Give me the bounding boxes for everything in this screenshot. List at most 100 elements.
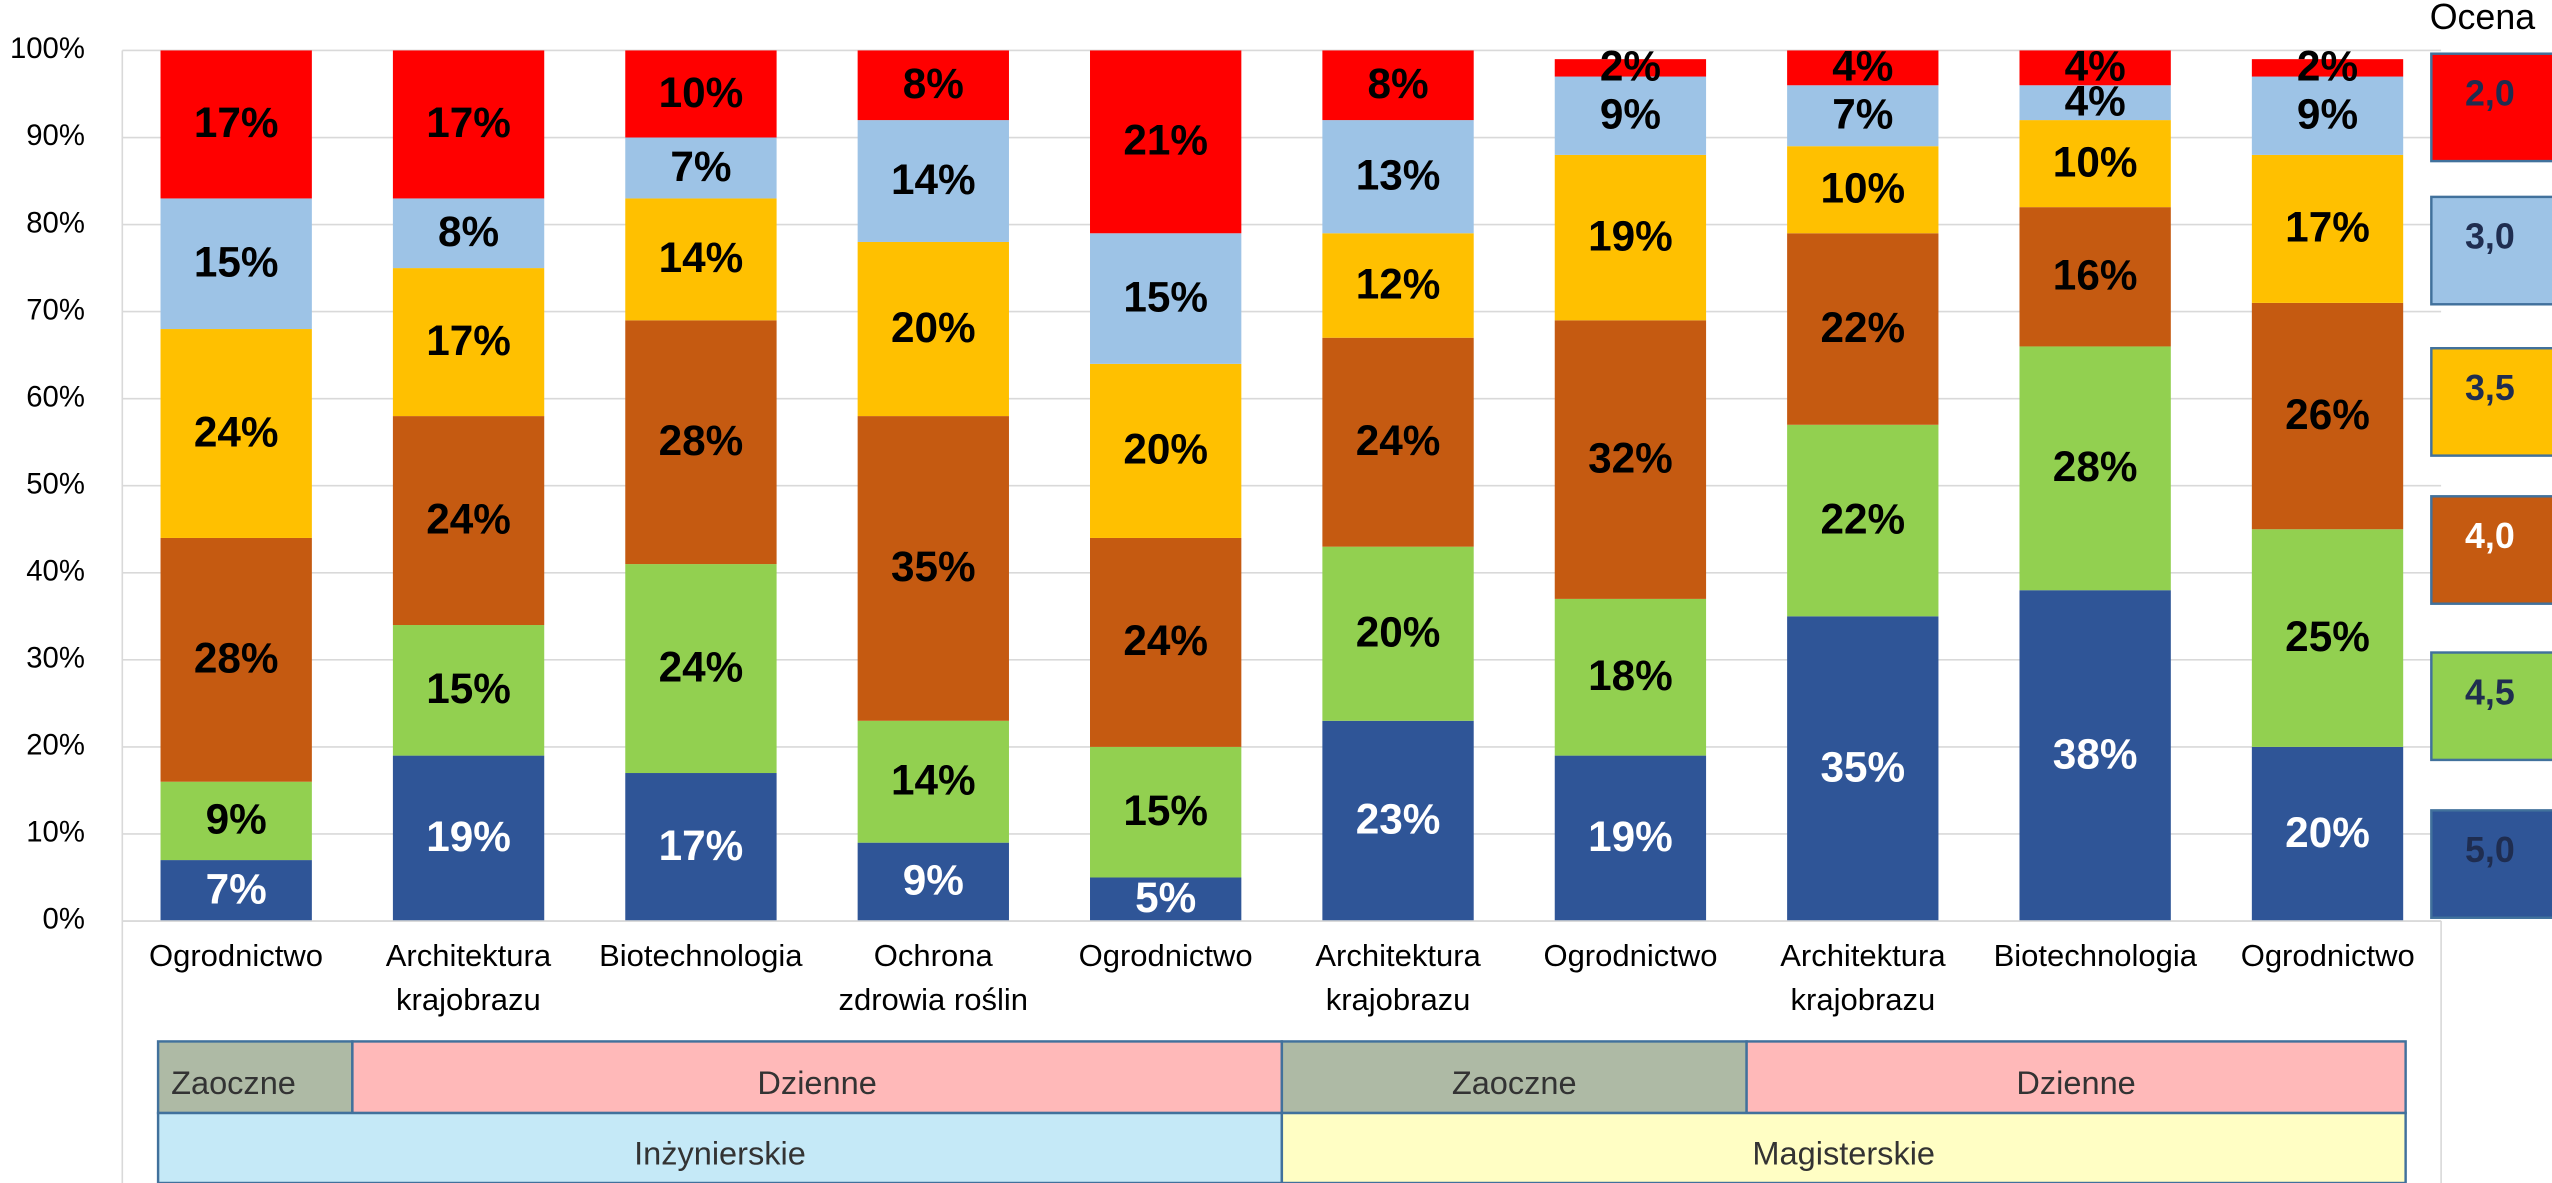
data-label: 10% [1820, 165, 1905, 212]
bar-segment [857, 241, 1009, 417]
x-tick-label: Ogrodnictwo [1078, 938, 1253, 974]
bar-segment [2019, 346, 2171, 591]
data-label: 17% [426, 317, 511, 364]
bar-segment [1322, 233, 1474, 338]
bar-segment [857, 416, 1009, 721]
data-label: 24% [1123, 617, 1208, 664]
data-label: 15% [426, 665, 511, 712]
data-label: 38% [2053, 730, 2138, 777]
bar-segment [1787, 424, 1939, 617]
data-label: 4% [2065, 77, 2126, 124]
data-label: 32% [1588, 434, 1673, 481]
legend-title: Ocena [2430, 0, 2536, 37]
bar-segment [2251, 59, 2404, 77]
bar-segment [160, 50, 312, 199]
bar-segment [1090, 877, 1242, 922]
x-tick-label: Ogrodnictwo [1543, 938, 1718, 974]
group-cell [1280, 1111, 2407, 1183]
bar-segment [1554, 598, 1707, 756]
legend-label: 5,0 [2465, 830, 2515, 870]
data-label: 28% [659, 417, 744, 464]
bar-segment [857, 842, 1009, 922]
bar-segment [2251, 302, 2404, 530]
data-label: 20% [891, 304, 976, 351]
data-label: 9% [206, 796, 267, 843]
bar-segment [625, 50, 777, 138]
bar-segment [2251, 154, 2404, 303]
bar-segment [625, 564, 777, 774]
bar-segment [392, 50, 545, 199]
legend-label: 2,0 [2465, 73, 2515, 113]
y-tick-label: 50% [26, 467, 85, 500]
bar-segment [625, 198, 777, 321]
data-label: 35% [1820, 743, 1905, 790]
data-label: 25% [2285, 613, 2370, 660]
data-label: 17% [194, 99, 279, 146]
bar-segment [1090, 746, 1242, 878]
y-tick-label: 10% [26, 816, 85, 849]
legend-label: 3,5 [2465, 368, 2515, 408]
bar-segment [1322, 720, 1474, 922]
data-label: 7% [670, 143, 731, 190]
bar-segment [1322, 546, 1474, 721]
data-label: 14% [891, 156, 976, 203]
bar-segment [1090, 50, 1242, 234]
data-label: 24% [1356, 417, 1441, 464]
legend-swatch [2430, 52, 2552, 163]
bar-segment [625, 137, 777, 199]
y-tick-label: 0% [43, 903, 85, 936]
data-label: 22% [1820, 304, 1905, 351]
data-label: 17% [2285, 204, 2370, 251]
y-tick-label: 70% [26, 293, 85, 326]
bar-segment [625, 320, 777, 565]
group-cell [156, 1040, 354, 1115]
bar-segment [1554, 59, 1707, 77]
bar-segment [857, 50, 1009, 121]
data-label: 15% [194, 239, 279, 286]
y-tick-label: 60% [26, 380, 85, 413]
y-tick-label: 100% [10, 32, 85, 65]
legend-swatch [2430, 495, 2552, 605]
data-label: 10% [2053, 138, 2138, 185]
bar-segment [392, 755, 545, 922]
bar-segment [857, 120, 1009, 242]
bar-segment [160, 329, 312, 538]
data-label: 28% [194, 635, 279, 682]
x-tick-label: Architektura krajobrazu [385, 938, 552, 1018]
bar-segment [2019, 50, 2171, 86]
bar-segment [1554, 76, 1707, 155]
bar-segment [1787, 616, 1939, 922]
group-label: Dzienne [2016, 1065, 2135, 1101]
group-cell [1745, 1040, 2407, 1115]
group-cell [351, 1040, 1284, 1115]
bar-segment [1322, 337, 1474, 547]
data-label: 17% [659, 822, 744, 869]
legend-label: 4,5 [2465, 672, 2515, 712]
data-label: 35% [891, 543, 976, 590]
data-label: 9% [2297, 91, 2358, 138]
bar-segment [2019, 207, 2171, 347]
bar-segment [625, 773, 777, 922]
data-label: 28% [2053, 443, 2138, 490]
bar-segment [2251, 76, 2404, 155]
data-label: 24% [194, 408, 279, 455]
data-label: 2% [1600, 43, 1661, 90]
data-label: 7% [206, 865, 267, 912]
data-label: 21% [1123, 117, 1208, 164]
data-label: 16% [2053, 252, 2138, 299]
legend-label: 4,0 [2465, 516, 2515, 556]
group-label: Magisterskie [1752, 1136, 1935, 1172]
data-label: 20% [1356, 609, 1441, 656]
group-cell [156, 1111, 1284, 1183]
y-tick-label: 30% [26, 642, 85, 675]
bar-segment [1322, 50, 1474, 121]
x-tick-label: Ochrona zdrowia roślin [838, 938, 1028, 1018]
bar-segment [1787, 85, 1939, 147]
bar-segment [160, 860, 312, 922]
x-tick-label: Ogrodnictwo [2240, 938, 2415, 974]
data-label: 14% [891, 757, 976, 804]
data-label: 17% [426, 99, 511, 146]
bar-segment [1090, 363, 1242, 538]
data-label: 13% [1356, 151, 1441, 198]
